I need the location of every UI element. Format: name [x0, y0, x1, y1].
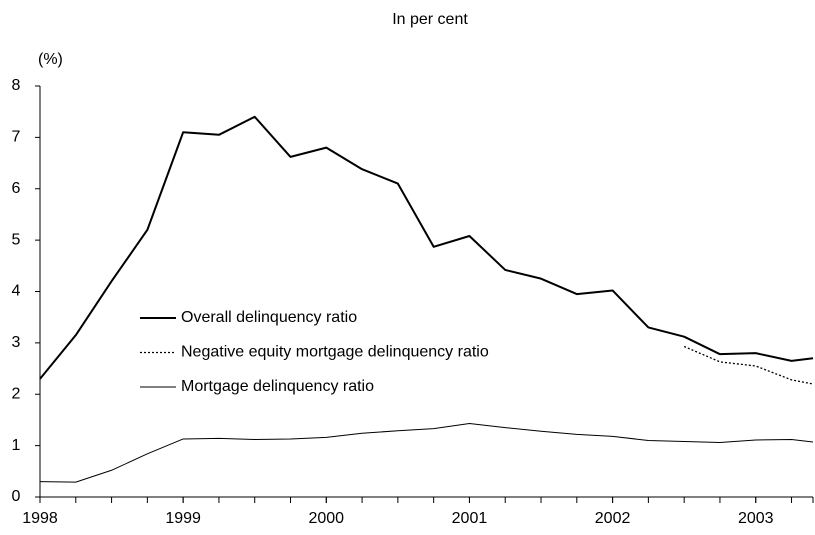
- x-tick-label: 1999: [165, 510, 201, 527]
- y-axis-unit: (%): [38, 51, 63, 68]
- legend-label: Negative equity mortgage delinquency rat…: [181, 344, 489, 361]
- x-tick-label: 2002: [595, 510, 631, 527]
- y-tick-label: 5: [12, 231, 21, 248]
- x-tick-label: 1998: [22, 510, 58, 527]
- y-tick-label: 1: [12, 437, 21, 454]
- y-tick-label: 3: [12, 334, 21, 351]
- legend-label: Overall delinquency ratio: [181, 309, 357, 326]
- series-line: [39, 115, 814, 380]
- x-tick-label: 2001: [452, 510, 488, 527]
- series-line: [39, 423, 814, 483]
- y-tick-label: 4: [12, 283, 21, 300]
- y-tick-label: 2: [12, 385, 21, 402]
- chart-title: In per cent: [392, 11, 468, 28]
- x-tick-label: 2003: [738, 510, 774, 527]
- series-line: [683, 345, 814, 385]
- y-tick-label: 0: [12, 488, 21, 505]
- y-tick-label: 6: [12, 180, 21, 197]
- legend-label: Mortgage delinquency ratio: [181, 378, 374, 395]
- y-tick-label: 7: [12, 129, 21, 146]
- x-tick-label: 2000: [308, 510, 344, 527]
- y-tick-label: 8: [12, 77, 21, 94]
